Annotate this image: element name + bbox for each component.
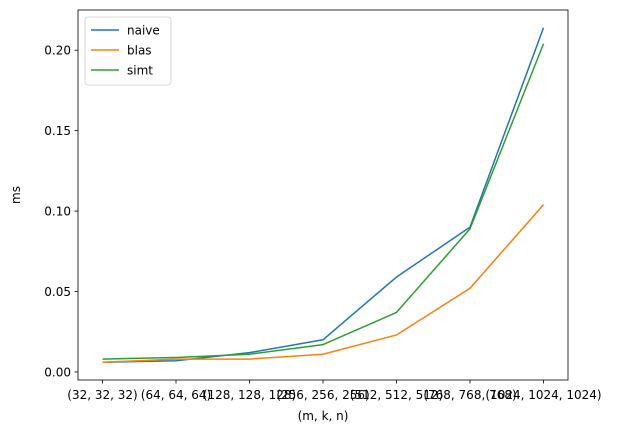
x-tick-label: (32, 32, 32) (67, 388, 137, 402)
series-line-simt (102, 43, 545, 360)
x-axis-label: (m, k, n) (298, 409, 349, 423)
y-tick-label: 0.15 (44, 124, 71, 138)
x-tick-label: (1024, 1024, 1024) (485, 388, 601, 402)
series-layer (102, 27, 545, 364)
x-tick-label: (768, 768, 768) (423, 388, 516, 402)
series-line-blas (102, 204, 545, 364)
legend-label-simt: simt (127, 64, 153, 78)
y-tick-label: 0.20 (44, 44, 71, 58)
y-tick-label: 0.05 (44, 285, 71, 299)
y-axis: 0.00 0.05 0.10 0.15 0.20 (44, 44, 78, 379)
legend-label-naive: naive (127, 24, 160, 38)
y-axis-label: ms (9, 186, 23, 204)
x-tick-label: (128, 128, 128) (203, 388, 296, 402)
legend-label-blas: blas (127, 44, 152, 58)
x-tick-label: (512, 512, 512) (350, 388, 443, 402)
legend: naive blas simt (84, 16, 172, 86)
y-tick-label: 0.10 (44, 205, 71, 219)
y-tick-label: 0.00 (44, 365, 71, 379)
x-tick-label: (256, 256, 256) (276, 388, 369, 402)
legend-box (84, 16, 172, 86)
x-axis: (32, 32, 32) (64, 64, 64)(128, 128, 128)(… (67, 380, 602, 402)
x-tick-label: (64, 64, 64) (141, 388, 211, 402)
